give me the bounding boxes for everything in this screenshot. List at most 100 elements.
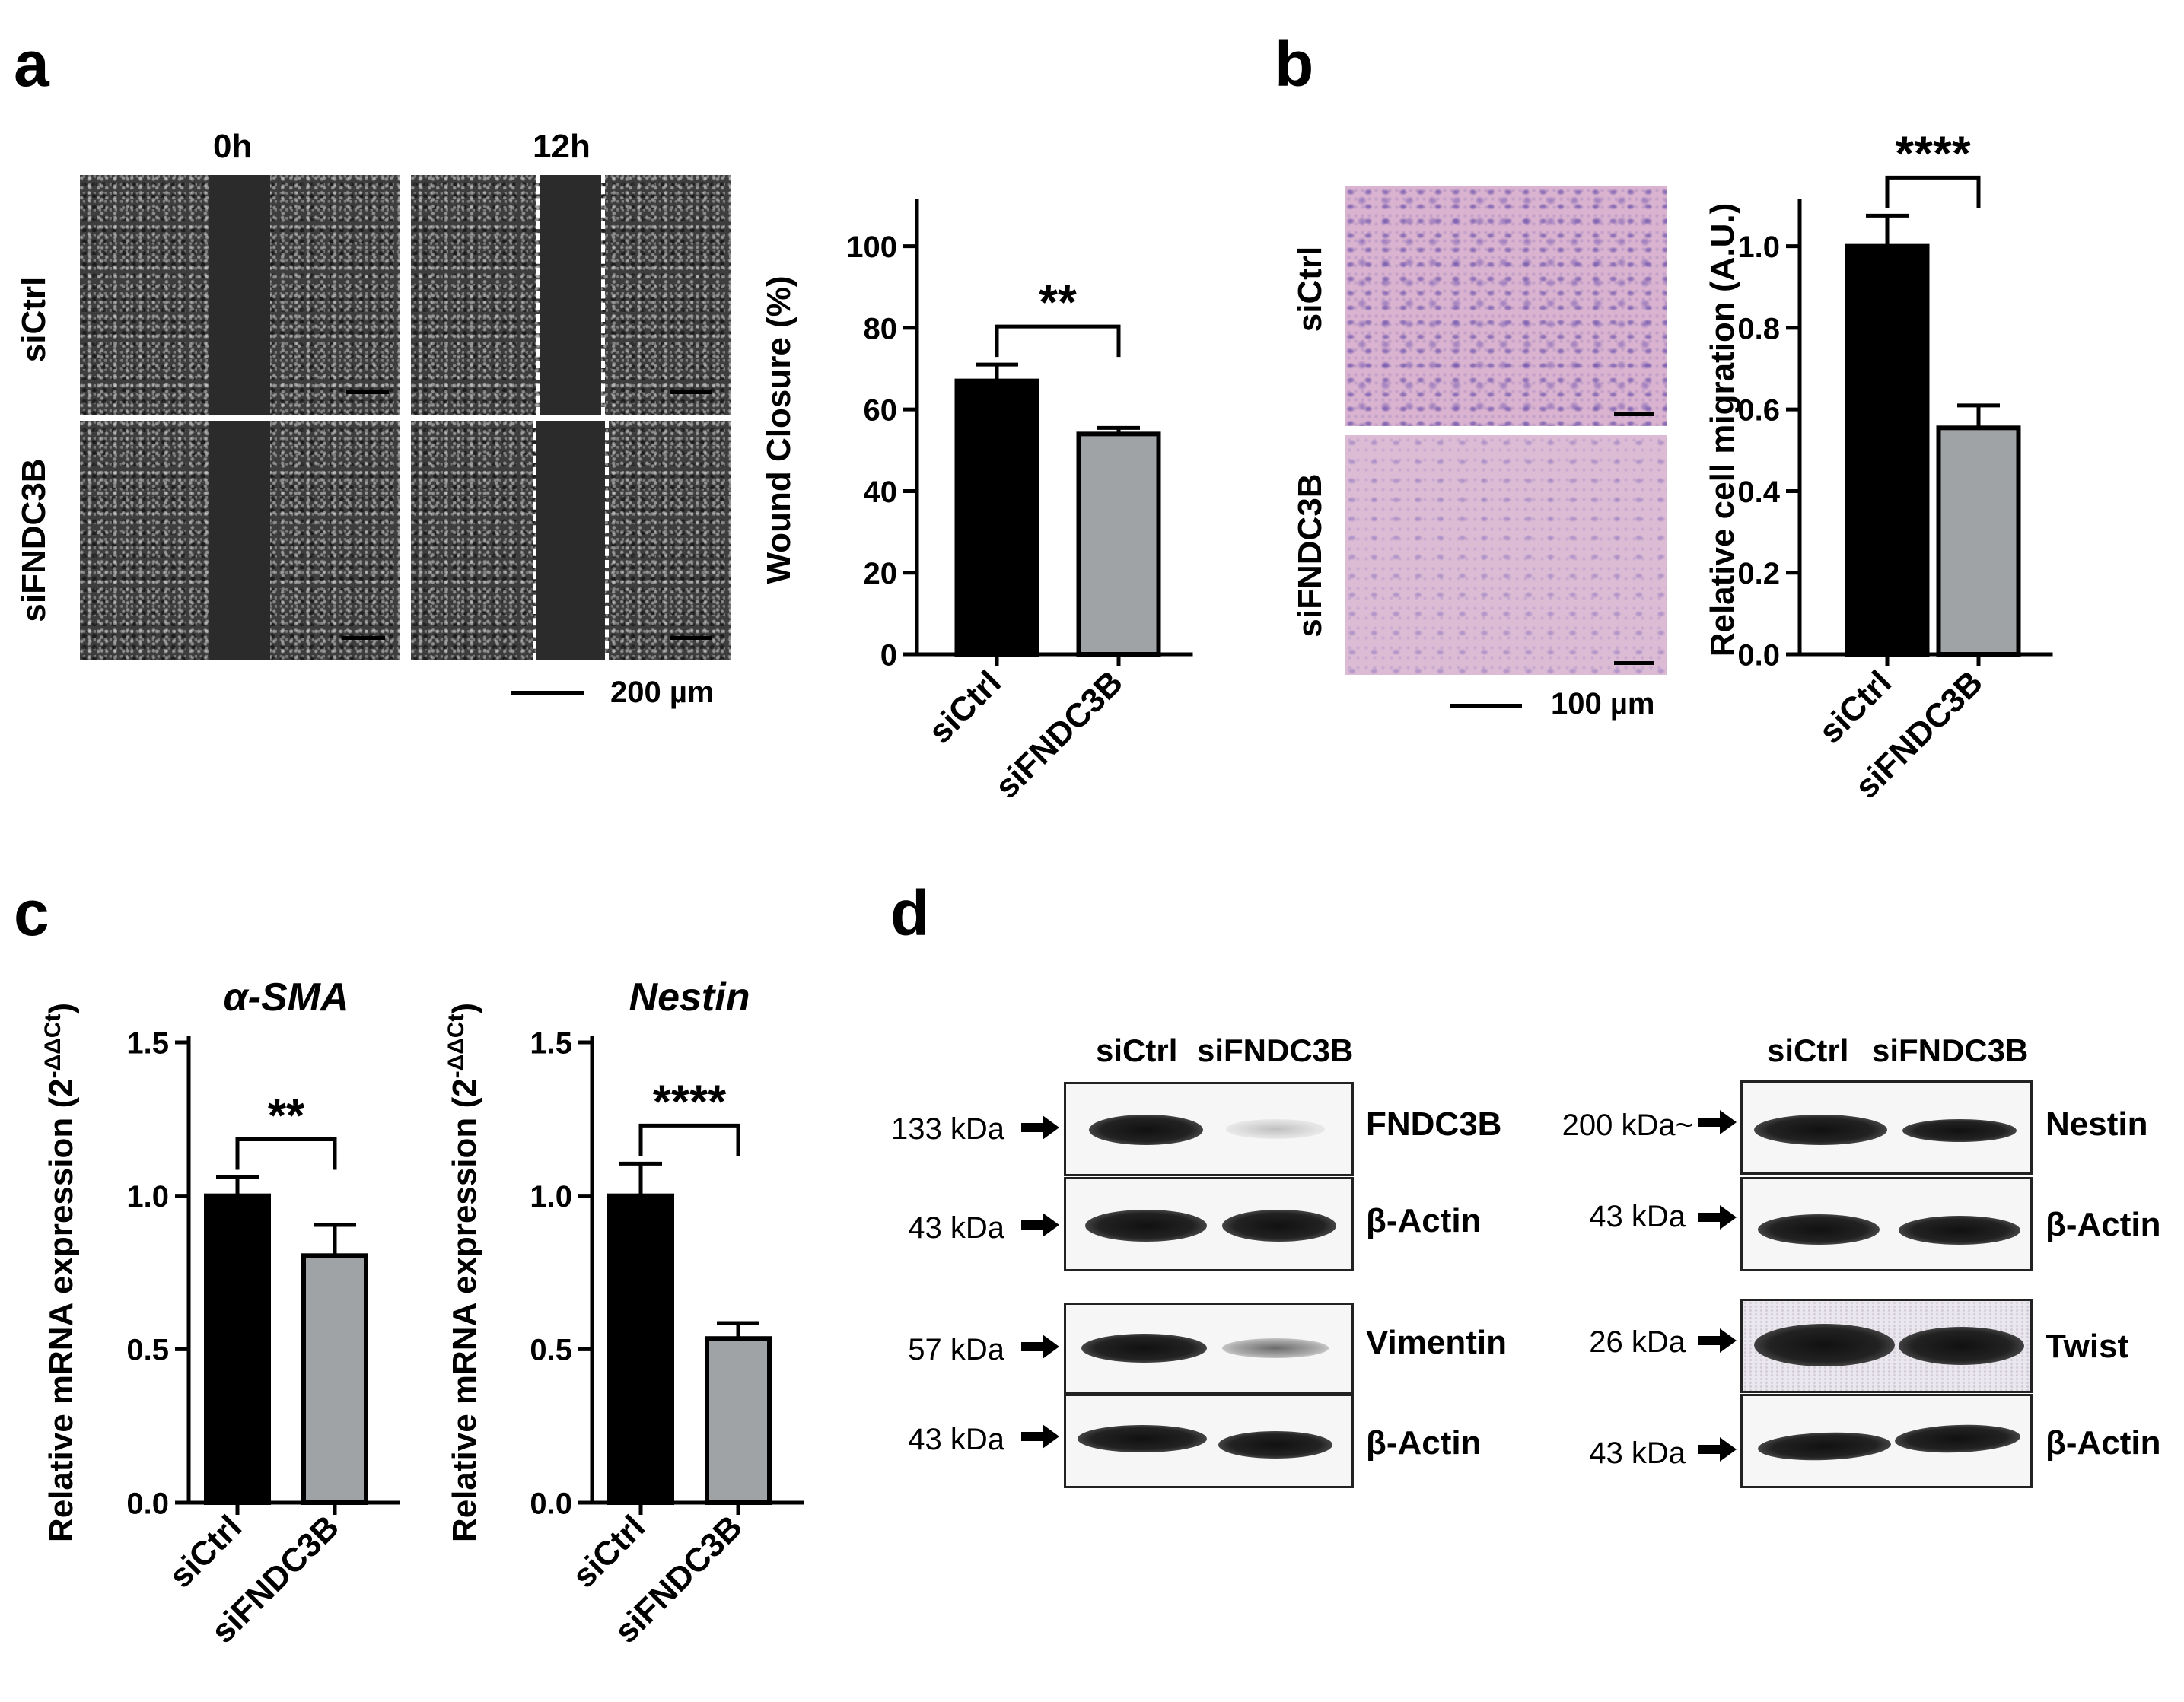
scale-text-b: 100 µm xyxy=(1551,687,1655,721)
arrow-icon xyxy=(1021,1213,1059,1237)
scale-text-a: 200 µm xyxy=(610,676,715,709)
y-tick-label: 0.0 xyxy=(1737,638,1780,672)
arrow-icon xyxy=(1021,1115,1059,1140)
blot-actin-2 xyxy=(1064,1394,1354,1488)
significance-bracket xyxy=(235,1137,337,1170)
panel-letter-d: d xyxy=(890,877,930,949)
y-axis-label: Relative cell migration (A.U.) xyxy=(1704,203,1741,657)
y-tick-label: 1.5 xyxy=(530,1026,572,1060)
arrow-icon xyxy=(1698,1437,1737,1462)
kda-label: 200 kDa~ xyxy=(1562,1109,1693,1142)
arrow-icon xyxy=(1698,1110,1737,1134)
significance-label: ** xyxy=(268,1090,305,1142)
protein-label: β-Actin xyxy=(1366,1424,1482,1462)
chart-asma-expression: 0.00.51.01.5siCtrlsiFNDC3B**α-SMARelativ… xyxy=(40,975,400,1650)
y-tick-label: 40 xyxy=(864,476,898,509)
bar-sictrl xyxy=(607,1193,674,1505)
blot-actin-1 xyxy=(1064,1177,1354,1271)
protein-label: β-Actin xyxy=(2046,1206,2161,1243)
significance-bracket xyxy=(638,1123,740,1156)
y-tick-label: 0.0 xyxy=(126,1487,169,1520)
arrow-icon xyxy=(1021,1424,1059,1449)
y-tick-label: 0.5 xyxy=(126,1334,169,1367)
y-tick-label: 0.8 xyxy=(1737,312,1780,345)
kda-label: 133 kDa xyxy=(891,1112,1004,1146)
y-tick-label: 100 xyxy=(846,231,897,264)
chart-title: Nestin xyxy=(629,975,750,1020)
bar-sifndc3b xyxy=(705,1336,772,1506)
blot-vimentin xyxy=(1064,1303,1354,1395)
bar-sifndc3b xyxy=(301,1253,368,1505)
y-tick-label: 0.5 xyxy=(530,1334,572,1367)
significance-label: ** xyxy=(1039,275,1077,329)
transwell-image-sifndc3b xyxy=(1345,435,1667,675)
blot-actin-3 xyxy=(1740,1177,2033,1271)
blot-twist xyxy=(1740,1299,2033,1393)
arrow-icon xyxy=(1021,1335,1059,1359)
x-tick-label: siFNDC3B xyxy=(988,663,1130,806)
bar-sictrl xyxy=(1845,243,1930,657)
y-tick-label: 80 xyxy=(864,312,898,345)
protein-label: β-Actin xyxy=(1366,1202,1482,1239)
lane-label-right-sictrl: siCtrl xyxy=(1767,1032,1849,1068)
y-tick-label: 1.0 xyxy=(1737,231,1780,264)
kda-label: 43 kDa xyxy=(908,1423,1004,1456)
panel-letter-a: a xyxy=(14,28,49,100)
y-tick-label: 1.0 xyxy=(126,1180,169,1214)
scale-bar-a xyxy=(511,691,584,695)
protein-label: FNDC3B xyxy=(1366,1106,1502,1143)
wound-image-sictrl-12h xyxy=(411,175,731,415)
panel-letter-b: b xyxy=(1275,28,1314,100)
y-tick-label: 20 xyxy=(864,557,898,590)
bar-sictrl xyxy=(954,378,1039,657)
transwell-image-sictrl xyxy=(1345,186,1667,426)
scale-bar-b xyxy=(1450,704,1522,708)
time-label-12h: 12h xyxy=(533,128,591,165)
x-tick-label: siCtrl xyxy=(1812,663,1899,750)
y-tick-label: 1.0 xyxy=(530,1180,572,1214)
time-label-0h: 0h xyxy=(213,128,253,165)
wound-image-sifndc3b-0h xyxy=(80,421,400,660)
protein-label: Twist xyxy=(2046,1328,2129,1365)
protein-label: Nestin xyxy=(2046,1106,2148,1143)
bar-sifndc3b xyxy=(1076,431,1161,657)
y-tick-label: 1.5 xyxy=(126,1026,169,1060)
kda-label: 43 kDa xyxy=(1589,1200,1686,1233)
arrow-icon xyxy=(1698,1328,1737,1353)
lane-label-left-sictrl: siCtrl xyxy=(1096,1032,1178,1068)
y-axis-label: Relative mRNA expression (2-ΔΔCt) xyxy=(444,1003,484,1542)
y-tick-label: 0.2 xyxy=(1737,557,1780,590)
arrow-icon xyxy=(1698,1205,1737,1230)
y-tick-label: 0.6 xyxy=(1737,394,1780,428)
x-tick-label: siCtrl xyxy=(922,663,1008,750)
y-axis-label: Wound Closure (%) xyxy=(760,276,798,584)
significance-bracket xyxy=(995,324,1121,358)
protein-label: β-Actin xyxy=(2046,1424,2161,1462)
bar-sictrl xyxy=(204,1193,271,1505)
blot-fndc3b xyxy=(1064,1082,1354,1176)
chart-cell-migration: 0.00.20.40.60.81.0siCtrlsiFNDC3B****Rela… xyxy=(1704,126,2053,806)
chart-nestin-expression: 0.00.51.01.5siCtrlsiFNDC3B****NestinRela… xyxy=(444,975,804,1650)
lane-label-left-sifndc3b: siFNDC3B xyxy=(1197,1032,1354,1068)
panel-letter-c: c xyxy=(14,877,49,949)
lane-label-right-sifndc3b: siFNDC3B xyxy=(1872,1032,2029,1068)
chart-title: α-SMA xyxy=(223,975,349,1020)
kda-label: 43 kDa xyxy=(1589,1436,1686,1470)
x-tick-label: siCtrl xyxy=(162,1508,249,1595)
x-tick-label: siCtrl xyxy=(565,1508,652,1595)
kda-label: 43 kDa xyxy=(908,1211,1004,1245)
wound-image-sifndc3b-12h xyxy=(411,421,731,660)
wound-image-sictrl-0h xyxy=(80,175,400,415)
y-tick-label: 60 xyxy=(864,394,898,428)
y-tick-label: 0.0 xyxy=(530,1487,572,1520)
blot-nestin xyxy=(1740,1080,2033,1175)
y-axis-label: Relative mRNA expression (2-ΔΔCt) xyxy=(40,1003,81,1542)
y-tick-label: 0 xyxy=(880,638,897,672)
protein-label: Vimentin xyxy=(1366,1324,1507,1361)
significance-bracket xyxy=(1885,175,1981,208)
blot-actin-4 xyxy=(1740,1394,2033,1488)
kda-label: 26 kDa xyxy=(1589,1325,1686,1359)
kda-label: 57 kDa xyxy=(908,1333,1004,1366)
